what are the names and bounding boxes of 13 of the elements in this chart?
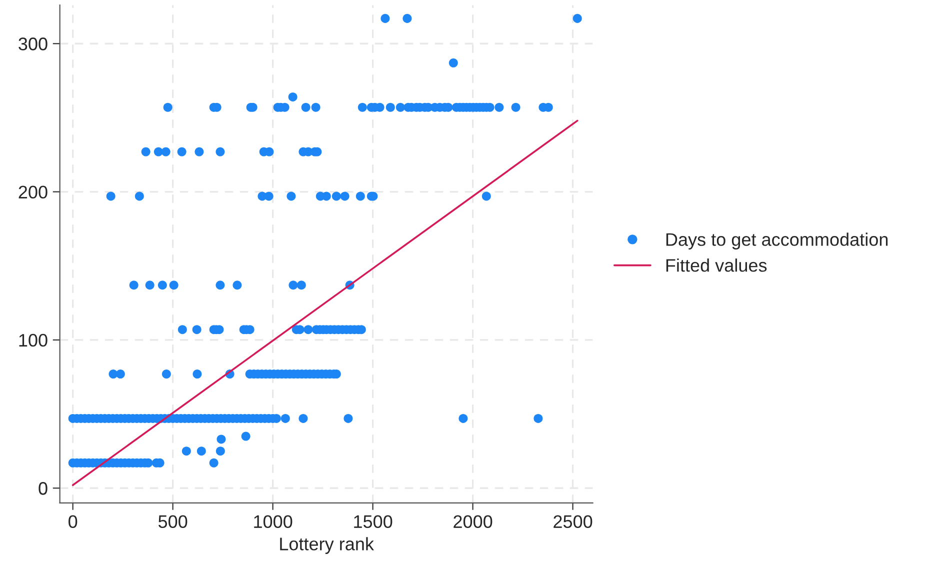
x-tick-label: 2500: [554, 515, 592, 528]
x-tick-label: 0: [68, 515, 78, 528]
x-tick-label: 500: [158, 515, 188, 528]
legend-label: Days to get accommodation: [666, 232, 888, 250]
y-tick-label: 0: [38, 482, 48, 495]
x-tick-label: 1500: [354, 515, 392, 528]
x-axis-title: Lottery rank: [280, 537, 374, 554]
y-tick-label: 100: [19, 334, 48, 347]
y-tick-label: 300: [18, 38, 48, 50]
x-tick-label: 1000: [254, 515, 292, 528]
x-tick-label: 2000: [454, 515, 492, 528]
y-tick-label: 200: [18, 186, 48, 199]
legend-label: Fitted values: [666, 258, 767, 272]
